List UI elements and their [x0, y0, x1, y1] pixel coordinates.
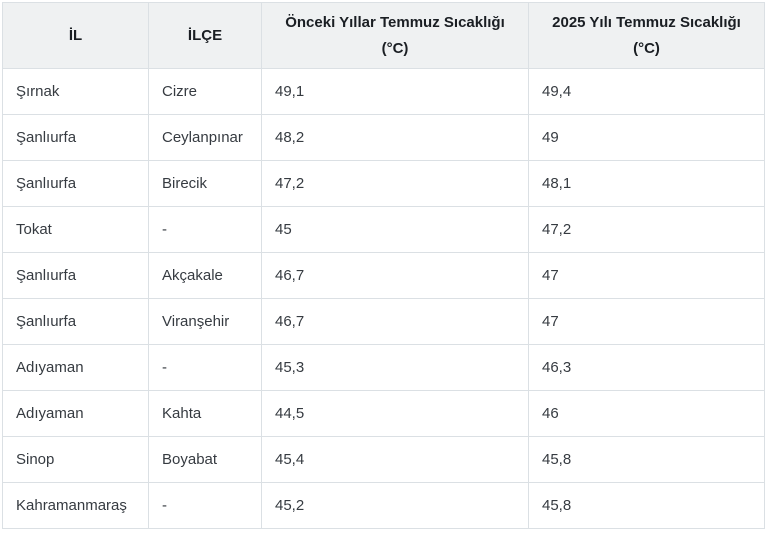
- cell-il: Şanlıurfa: [2, 298, 149, 345]
- cell-2025: 45,8: [528, 482, 765, 529]
- cell-ilce: -: [148, 482, 262, 529]
- cell-il: Adıyaman: [2, 390, 149, 437]
- table-row: Şanlıurfa Birecik 47,2 48,1: [2, 160, 765, 207]
- cell-il: Şırnak: [2, 68, 149, 115]
- cell-ilce: Ceylanpınar: [148, 114, 262, 161]
- cell-ilce: Cizre: [148, 68, 262, 115]
- cell-onceki: 48,2: [261, 114, 529, 161]
- header-2025-temmuz: 2025 Yılı Temmuz Sıcaklığı (°C): [528, 2, 765, 69]
- cell-2025: 46,3: [528, 344, 765, 391]
- header-onceki-temmuz: Önceki Yıllar Temmuz Sıcaklığı (°C): [261, 2, 529, 69]
- cell-ilce: Akçakale: [148, 252, 262, 299]
- cell-onceki: 45,4: [261, 436, 529, 483]
- cell-il: Kahramanmaraş: [2, 482, 149, 529]
- table-header: İL İLÇE Önceki Yıllar Temmuz Sıcaklığı (…: [2, 2, 765, 69]
- cell-2025: 48,1: [528, 160, 765, 207]
- header-ilce: İLÇE: [148, 2, 262, 69]
- table-row: Kahramanmaraş - 45,2 45,8: [2, 482, 765, 529]
- header-row: İL İLÇE Önceki Yıllar Temmuz Sıcaklığı (…: [2, 2, 765, 69]
- table-row: Şanlıurfa Ceylanpınar 48,2 49: [2, 114, 765, 161]
- table-body: Şırnak Cizre 49,1 49,4 Şanlıurfa Ceylanp…: [2, 68, 765, 529]
- cell-ilce: Kahta: [148, 390, 262, 437]
- cell-2025: 46: [528, 390, 765, 437]
- table-row: Adıyaman Kahta 44,5 46: [2, 390, 765, 437]
- cell-onceki: 46,7: [261, 252, 529, 299]
- header-onceki-label: Önceki Yıllar Temmuz Sıcaklığı: [285, 13, 505, 31]
- cell-il: Şanlıurfa: [2, 114, 149, 161]
- cell-onceki: 44,5: [261, 390, 529, 437]
- temperature-table-container: İL İLÇE Önceki Yıllar Temmuz Sıcaklığı (…: [2, 2, 765, 529]
- cell-onceki: 45: [261, 206, 529, 253]
- cell-2025: 49: [528, 114, 765, 161]
- cell-2025: 45,8: [528, 436, 765, 483]
- cell-il: Şanlıurfa: [2, 160, 149, 207]
- cell-il: Sinop: [2, 436, 149, 483]
- header-il: İL: [2, 2, 149, 69]
- cell-2025: 47,2: [528, 206, 765, 253]
- cell-2025: 47: [528, 298, 765, 345]
- table-row: Tokat - 45 47,2: [2, 206, 765, 253]
- cell-onceki: 45,2: [261, 482, 529, 529]
- cell-2025: 49,4: [528, 68, 765, 115]
- header-2025-label: 2025 Yılı Temmuz Sıcaklığı: [552, 13, 741, 31]
- cell-ilce: Boyabat: [148, 436, 262, 483]
- table-row: Şanlıurfa Viranşehir 46,7 47: [2, 298, 765, 345]
- table-row: Adıyaman - 45,3 46,3: [2, 344, 765, 391]
- cell-ilce: -: [148, 344, 262, 391]
- cell-ilce: Birecik: [148, 160, 262, 207]
- cell-onceki: 47,2: [261, 160, 529, 207]
- cell-2025: 47: [528, 252, 765, 299]
- table-row: Sinop Boyabat 45,4 45,8: [2, 436, 765, 483]
- cell-il: Tokat: [2, 206, 149, 253]
- cell-il: Adıyaman: [2, 344, 149, 391]
- cell-onceki: 45,3: [261, 344, 529, 391]
- header-onceki-unit: (°C): [381, 39, 409, 57]
- temperature-table: İL İLÇE Önceki Yıllar Temmuz Sıcaklığı (…: [2, 2, 765, 529]
- cell-onceki: 49,1: [261, 68, 529, 115]
- table-row: Şanlıurfa Akçakale 46,7 47: [2, 252, 765, 299]
- table-row: Şırnak Cizre 49,1 49,4: [2, 68, 765, 115]
- cell-onceki: 46,7: [261, 298, 529, 345]
- cell-ilce: -: [148, 206, 262, 253]
- header-2025-unit: (°C): [633, 39, 660, 57]
- cell-ilce: Viranşehir: [148, 298, 262, 345]
- cell-il: Şanlıurfa: [2, 252, 149, 299]
